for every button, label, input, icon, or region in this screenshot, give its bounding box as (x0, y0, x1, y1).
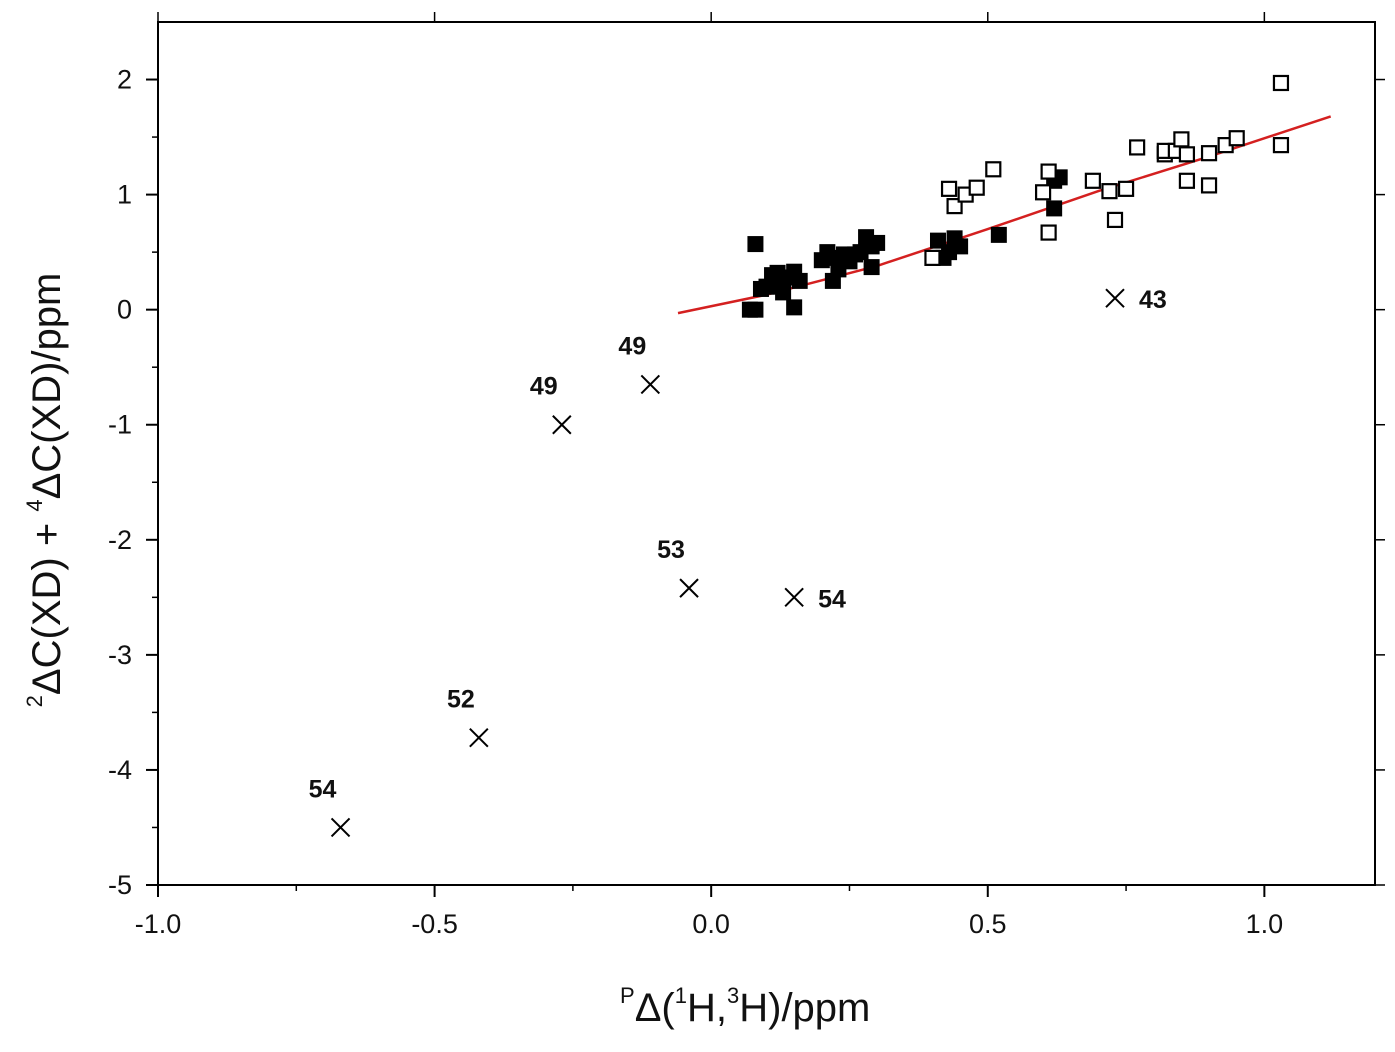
filled-square-point (863, 259, 880, 276)
data-point-label: 43 (1139, 286, 1167, 314)
y-tick-label: -3 (108, 640, 132, 670)
x-tick-label: 0.0 (692, 909, 730, 939)
open-square-point (1117, 180, 1135, 197)
plot-frame (157, 21, 1376, 886)
open-square-point (924, 249, 941, 266)
y-tick-label: 0 (117, 295, 132, 325)
cross-point (679, 578, 699, 598)
cross-point (784, 587, 804, 608)
cross-point (330, 817, 351, 838)
data-point-label: 49 (530, 373, 558, 401)
filled-square-point (869, 234, 886, 251)
open-square-point (1084, 172, 1101, 189)
open-square-point (1106, 211, 1124, 229)
plot-border (157, 21, 1376, 886)
filled-square-point (990, 226, 1007, 243)
open-square-point (985, 161, 1002, 178)
filled-square-point (747, 301, 764, 318)
open-square-point (1228, 130, 1245, 147)
open-square-point (1173, 131, 1190, 148)
y-tick-label: -4 (108, 755, 132, 785)
cross-point (1105, 288, 1125, 308)
open-square-point (968, 179, 985, 196)
x-axis-title: PΔ(1H,3H)/ppm (620, 983, 870, 1030)
x-tick-label: -1.0 (135, 909, 182, 939)
open-square-point (1178, 172, 1196, 189)
y-axis-title: 2ΔC(XD) + 4ΔC(XD)/ppm (22, 273, 69, 708)
filled-square-point (1046, 200, 1063, 217)
open-square-point (1034, 184, 1052, 201)
open-square-point (1272, 137, 1290, 154)
data-point-label: 52 (447, 686, 475, 714)
axis-ticks: -1.0 -0.5 0.0 0.5 1.0 2 1 0 -1 -2 -3 -4 -5 (108, 12, 1385, 939)
data-points (330, 74, 1290, 838)
filled-square-point (791, 272, 808, 289)
x-tick-label: -0.5 (411, 909, 458, 939)
y-tick-label: 1 (117, 180, 132, 210)
open-square-point (1040, 224, 1057, 241)
filled-square-point (952, 238, 969, 255)
data-point-label: 54 (309, 775, 337, 803)
filled-square-point (786, 299, 803, 316)
cross-point (552, 415, 572, 435)
y-tick-label: -1 (108, 410, 132, 440)
y-tick-label: -5 (108, 870, 132, 900)
data-point-label: 53 (657, 536, 685, 564)
x-tick-label: 0.5 (969, 909, 1007, 939)
data-point-label: 54 (818, 585, 846, 613)
filled-square-point (747, 236, 764, 253)
open-square-point (1178, 146, 1196, 163)
x-tick-label: 1.0 (1246, 909, 1284, 939)
point-labels: 54 52 49 49 53 54 43 (309, 286, 1167, 803)
cross-point (469, 728, 489, 748)
y-tick-label: 2 (117, 65, 132, 95)
open-square-point (1101, 183, 1118, 200)
filled-square-point (775, 284, 792, 301)
open-square-point (940, 180, 958, 197)
open-square-point (1200, 145, 1218, 162)
y-tick-label: -2 (108, 525, 132, 555)
cross-point (640, 374, 661, 395)
open-square-point (1272, 74, 1290, 92)
open-square-point (1200, 177, 1218, 194)
data-point-label: 49 (618, 332, 646, 360)
open-square-point (1129, 139, 1146, 156)
open-square-point (1040, 163, 1057, 180)
